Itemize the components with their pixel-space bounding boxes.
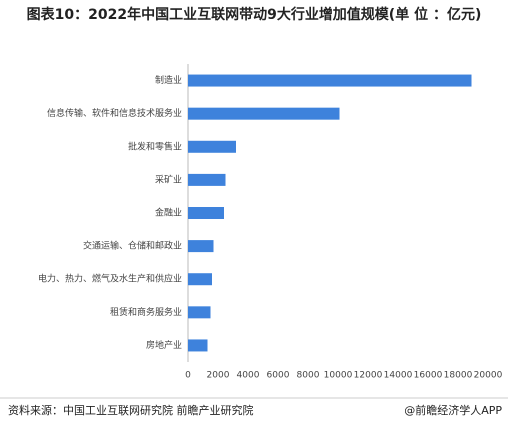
x-tick-label: 12000 (354, 371, 383, 381)
bar (188, 273, 212, 286)
x-tick-label: 16000 (414, 371, 443, 381)
x-tick-label: 6000 (267, 371, 290, 381)
bar (188, 74, 472, 87)
x-tick-label: 18000 (444, 371, 473, 381)
bar (188, 240, 214, 253)
x-tick-label: 0 (185, 371, 191, 381)
bar (188, 173, 226, 186)
x-tick-label: 20000 (474, 371, 503, 381)
y-tick-label: 租赁和商务服务业 (110, 306, 182, 318)
y-tick-label: 金融业 (155, 207, 182, 219)
x-tick-label: 4000 (237, 371, 260, 381)
y-tick-label: 电力、热力、燃气及水生产和供应业 (38, 273, 182, 285)
y-tick-label: 交通运输、仓储和邮政业 (83, 240, 182, 252)
chart-title: 图表10：2022年中国工业互联网带动9大行业增加值规模(单 位 ：亿元) (26, 7, 482, 23)
source: 资料来源：中国工业互联网研究院 前瞻产业研究院 (8, 403, 254, 417)
credit: @前瞻经济学人APP (404, 403, 502, 417)
y-tick-label: 批发和零售业 (128, 140, 182, 152)
x-tick-label: 10000 (324, 371, 353, 381)
y-tick-label: 房地产业 (146, 339, 182, 351)
x-tick-label: 2000 (207, 371, 230, 381)
bar (188, 107, 340, 120)
bar (188, 339, 208, 352)
x-tick-label: 14000 (384, 371, 413, 381)
bar (188, 140, 236, 153)
bar (188, 306, 211, 319)
y-tick-label: 采矿业 (155, 173, 182, 185)
bar (188, 207, 224, 219)
y-tick-label: 制造业 (155, 74, 182, 86)
x-tick-label: 8000 (297, 371, 320, 381)
y-tick-label: 信息传输、软件和信息技术服务业 (47, 107, 182, 119)
